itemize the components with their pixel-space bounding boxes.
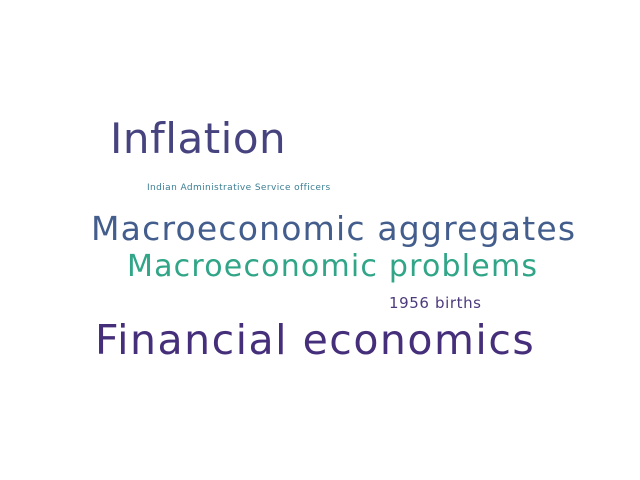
word-macroeconomic-aggregates: Macroeconomic aggregates: [91, 209, 577, 248]
word-indian-administrative-service-officers: Indian Administrative Service officers: [147, 183, 331, 193]
word-financial-economics: Financial economics: [95, 316, 536, 364]
word-inflation: Inflation: [110, 114, 287, 163]
word-1956-births: 1956 births: [389, 294, 482, 312]
word-macroeconomic-problems: Macroeconomic problems: [127, 249, 539, 284]
